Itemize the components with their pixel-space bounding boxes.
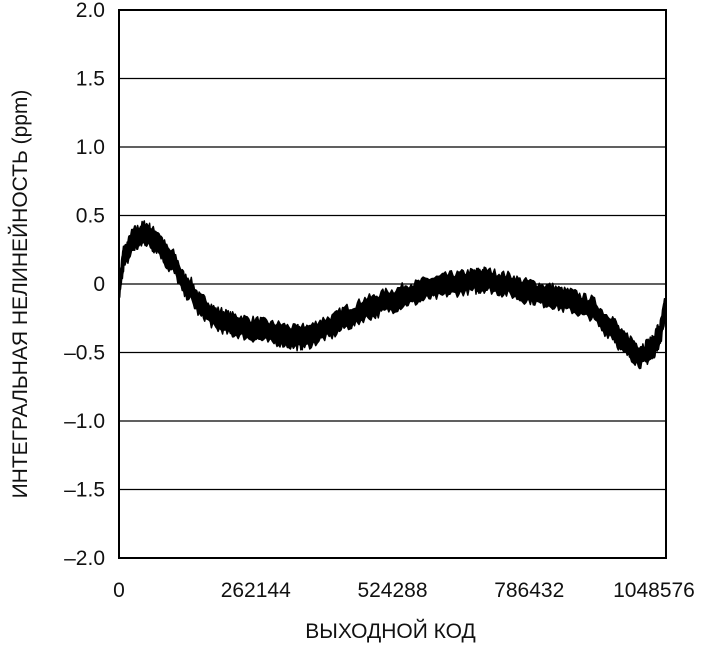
x-tick-label: 524288 xyxy=(357,579,427,602)
x-tick-label: 262144 xyxy=(221,579,291,602)
y-tick-label: 2.0 xyxy=(76,0,105,22)
plot-frame xyxy=(118,9,667,559)
series-layer xyxy=(117,220,667,370)
y-tick-label: 0.5 xyxy=(76,205,105,228)
x-axis-title: ВЫХОДНОЙ КОД xyxy=(305,619,476,643)
y-tick-label: –0.5 xyxy=(64,342,105,365)
y-axis-title: ИНТЕГРАЛЬНАЯ НЕЛИНЕЙНОСТЬ (ppm) xyxy=(8,90,32,499)
series-band xyxy=(118,220,667,370)
y-tick-label: 1.5 xyxy=(76,68,105,91)
y-tick-label: 1.0 xyxy=(76,136,105,159)
x-tick-label: 0 xyxy=(113,579,125,602)
x-tick-labels: 0 262144 524288 786432 1048576 xyxy=(113,579,695,602)
y-tick-label: –1.0 xyxy=(64,410,105,433)
x-tick-label: 786432 xyxy=(494,579,564,602)
y-tick-label: 0 xyxy=(93,273,105,296)
y-tick-labels: 2.0 1.5 1.0 0.5 0 –0.5 –1.0 –1.5 –2.0 xyxy=(64,0,105,570)
grid-lines xyxy=(119,9,666,559)
series-line xyxy=(117,231,667,357)
y-tick-label: –2.0 xyxy=(64,547,105,570)
x-tick-label: 1048576 xyxy=(613,579,695,602)
y-tick-label: –1.5 xyxy=(64,479,105,502)
